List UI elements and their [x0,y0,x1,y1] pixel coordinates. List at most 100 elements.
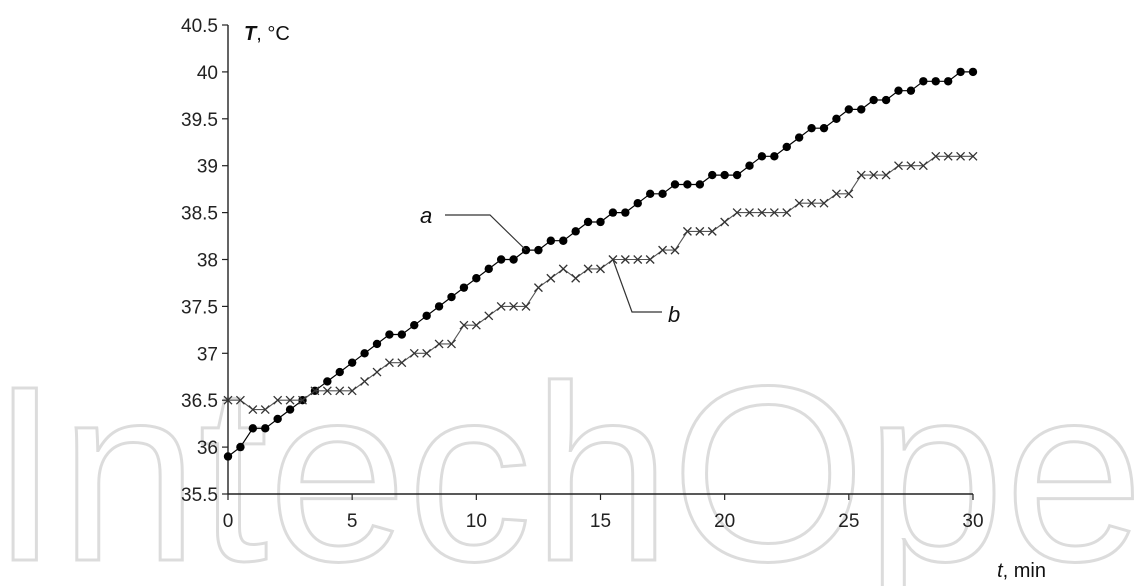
series-a-point [695,180,705,189]
series-a-point [720,170,729,180]
series-b-point [645,255,655,264]
series-b-point [273,395,283,405]
x-tick-label: 15 [590,511,611,532]
x-tick-label: 10 [466,511,487,532]
series-b-point [670,245,680,255]
series-a-point [757,152,767,161]
series-a-point [844,105,854,114]
series-b-point [769,208,779,218]
series-b-point [384,358,394,368]
series-a-point [261,424,270,433]
series-b-point [633,255,643,264]
series-a-point [968,67,978,77]
series-a-point [658,189,667,199]
series-a-point [410,320,419,330]
series-b-point [807,198,817,208]
series-a-point [509,255,518,264]
series-a-point [782,142,791,152]
series-b-point [223,395,233,405]
series-a-point [794,133,804,142]
series-b-point [856,170,866,180]
labels-layer: a b [420,203,680,327]
series-a-point [956,67,965,77]
series-b-point [360,376,370,386]
series-b-point [434,339,444,349]
chart-axes: 35.5 36 36.5 37 37.5 38 38.5 39 39.5 40 40.5 0 5 10 15… [181,16,984,532]
series-a-point [919,77,928,86]
series-b-point [347,386,357,396]
series-b-point [931,151,941,161]
series-a-point [881,95,891,105]
series-b-point [409,348,419,358]
series-a-point [397,330,407,339]
series-b-point [732,208,742,218]
series-a-point [807,123,816,133]
series-b-point [757,208,767,218]
series-b-point [658,245,668,255]
y-axis-symbol: T [244,23,258,45]
series-a-point [608,208,618,217]
series-b-point [906,161,916,171]
series-b-point [968,151,978,161]
series-a-point [472,274,481,283]
series-b-point [707,226,717,236]
series-b-point [583,264,593,274]
series-a-point [385,330,394,339]
x-tick-label: 5 [347,511,358,532]
series-b-point [831,189,841,199]
series-a-point [323,377,332,386]
series-a-point [596,217,605,227]
y-axis-unit: , °C [256,23,290,45]
series-b-point [298,395,307,405]
x-tick-label: 20 [714,511,735,532]
series-a-point [931,77,940,86]
series-a-point [434,302,444,311]
series-a-point [447,292,456,302]
x-tick-label: 0 [223,511,234,532]
series-a-point [645,189,655,199]
y-tick-label: 40.5 [181,16,218,37]
series-b-point [844,189,854,199]
x-tick-label: 25 [838,511,859,532]
series-a-point [943,77,953,86]
series-b-point [285,395,295,405]
series-b-point [782,208,792,218]
y-tick-label: 38.5 [181,204,218,225]
series-b-point [894,161,903,171]
series-b-point [422,348,432,358]
series-b-point [459,320,469,330]
x-tick-label: 30 [962,511,983,532]
series-a-point [869,95,878,105]
series-a-point [484,264,493,274]
series-b-callout-line [612,259,662,313]
series-b-point [496,301,506,311]
series-a-point [223,452,233,461]
watermark-text: IntechOpen [0,334,1143,586]
series-b-point [745,208,754,218]
series-b-point [956,151,966,161]
series-a-point [832,114,841,124]
series-layer [223,67,978,461]
series-b-point [918,161,928,171]
y-tick-label: 37 [197,344,218,365]
x-axis-unit: , min [1003,560,1046,582]
series-a-point [732,170,742,180]
series-b-point [794,198,804,208]
y-tick-label: 39.5 [181,110,218,131]
series-a-point [347,358,357,367]
series-a-point [360,349,369,358]
x-axis-symbol: t [997,560,1004,582]
series-b-point [869,170,879,180]
series-a-point [372,339,382,349]
y-tick-label: 35.5 [181,485,218,506]
series-b-point [397,358,407,368]
series-b-point [546,273,556,283]
series-a-point [546,236,556,245]
series-b-label: b [668,302,680,327]
series-b-point [235,395,245,405]
series-b-point [521,301,531,311]
series-a-point [273,414,282,424]
series-a-point [248,424,258,433]
series-a-point [534,245,543,255]
